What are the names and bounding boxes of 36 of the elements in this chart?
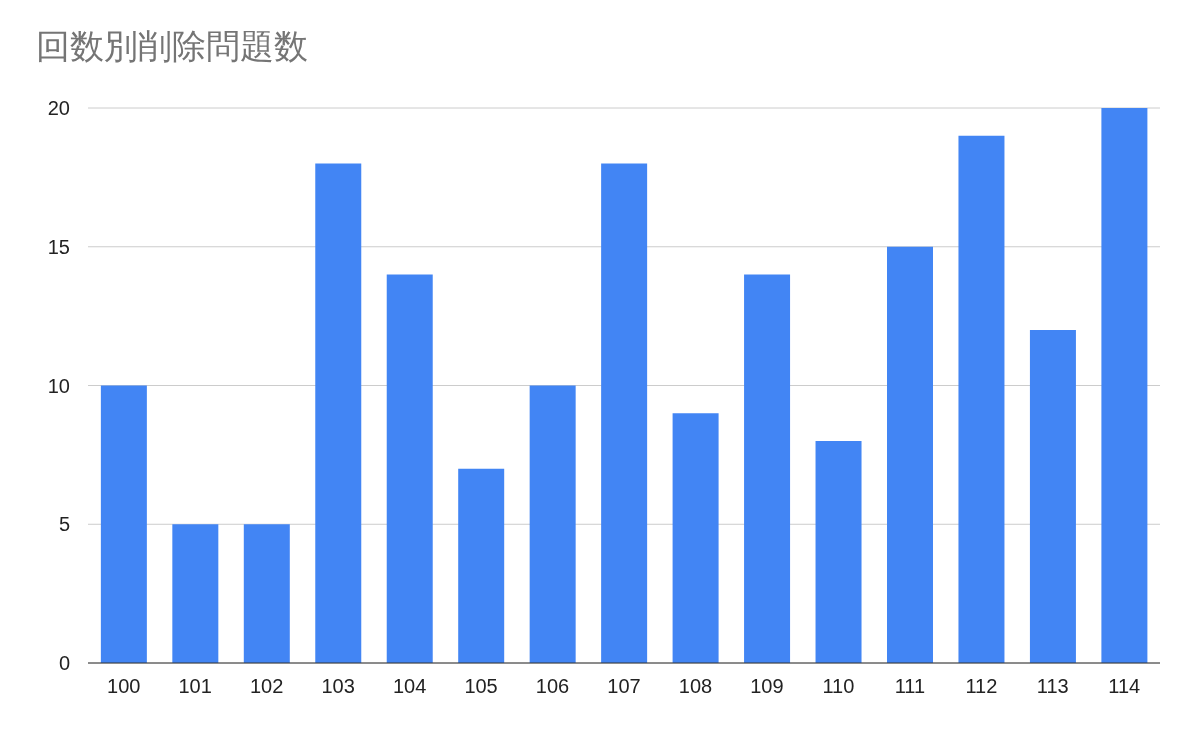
x-tick-label: 101 <box>178 675 212 698</box>
chart-title: 回数別削除問題数 <box>36 25 308 68</box>
x-tick-label: 112 <box>965 675 998 698</box>
bar <box>744 274 791 663</box>
bar <box>529 385 576 663</box>
y-tick-label: 0 <box>58 652 70 675</box>
bar <box>1101 108 1148 663</box>
x-tick-label: 105 <box>464 675 498 698</box>
bar <box>386 274 433 663</box>
bar <box>458 468 505 663</box>
x-tick-label: 103 <box>321 675 355 698</box>
bar <box>601 163 648 663</box>
bar <box>1029 330 1076 663</box>
bar <box>887 246 933 663</box>
bar <box>815 441 862 663</box>
bar <box>315 163 362 663</box>
x-tick-label: 107 <box>607 675 641 698</box>
x-tick-label: 102 <box>249 675 284 698</box>
bar <box>958 135 1005 663</box>
bar <box>172 524 219 663</box>
x-tick-label: 111 <box>894 675 926 698</box>
x-tick-label: 114 <box>1108 675 1141 698</box>
x-tick-label: 104 <box>392 675 427 698</box>
x-tick-label: 110 <box>822 675 855 698</box>
bar <box>243 524 290 663</box>
y-tick-label: 5 <box>58 513 70 536</box>
bar <box>672 413 719 663</box>
y-tick-label: 15 <box>47 235 70 258</box>
x-tick-label: 109 <box>750 675 784 698</box>
y-tick-label: 20 <box>47 97 70 120</box>
x-tick-label: 106 <box>535 675 570 698</box>
y-tick-label: 10 <box>47 374 70 397</box>
x-tick-label: 108 <box>678 675 713 698</box>
bar <box>100 385 147 663</box>
x-tick-label: 100 <box>107 675 141 698</box>
x-tick-label: 113 <box>1036 675 1069 698</box>
